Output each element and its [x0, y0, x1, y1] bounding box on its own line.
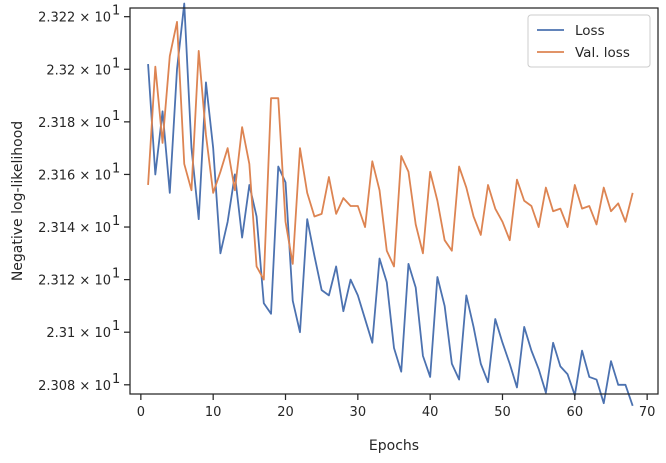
y-tick-label: 2.316 × 10 — [38, 168, 111, 183]
x-tick-label: 70 — [639, 405, 656, 420]
y-tick-exponent: 1 — [112, 319, 120, 334]
legend: Loss Val. loss — [527, 14, 651, 68]
x-tick-label: 30 — [350, 405, 367, 420]
x-tick-label: 60 — [567, 405, 584, 420]
x-axis-ticks: 0 10 20 30 40 50 60 70 — [137, 394, 656, 420]
plot-frame — [129, 7, 659, 395]
y-tick-label: 2.314 × 10 — [38, 221, 111, 236]
y-tick-exponent: 1 — [112, 4, 120, 19]
y-tick-exponent: 1 — [112, 372, 120, 387]
y-tick-exponent: 1 — [112, 267, 120, 282]
x-tick-label: 40 — [422, 405, 439, 420]
series-line-loss — [147, 2, 634, 407]
series-line-val-loss — [147, 21, 634, 281]
y-tick-label: 2.32 × 10 — [46, 63, 111, 78]
y-tick-exponent: 1 — [112, 56, 120, 71]
y-tick-label: 2.312 × 10 — [38, 274, 111, 289]
legend-label-val-loss: Val. loss — [575, 45, 630, 61]
x-tick-label: 0 — [137, 405, 145, 420]
series-layer — [147, 2, 634, 407]
y-tick-exponent: 1 — [112, 109, 120, 124]
x-tick-label: 20 — [277, 405, 294, 420]
y-tick-label: 2.308 × 10 — [38, 379, 111, 394]
x-axis-label: Epochs — [369, 438, 419, 454]
x-tick-label: 10 — [205, 405, 222, 420]
y-tick-exponent: 1 — [112, 214, 120, 229]
y-axis-ticks: 2.308 × 10 12.31 × 10 12.312 × 10 12.314 × … — [38, 4, 130, 394]
y-tick-exponent: 1 — [112, 161, 120, 176]
y-axis-label: Negative log-likelihood — [10, 121, 26, 281]
y-tick-label: 2.322 × 10 — [38, 11, 111, 26]
x-tick-label: 50 — [494, 405, 511, 420]
legend-label-loss: Loss — [575, 23, 605, 39]
legend-box — [527, 14, 651, 68]
y-tick-label: 2.31 × 10 — [46, 326, 111, 341]
y-tick-label: 2.318 × 10 — [38, 116, 111, 131]
